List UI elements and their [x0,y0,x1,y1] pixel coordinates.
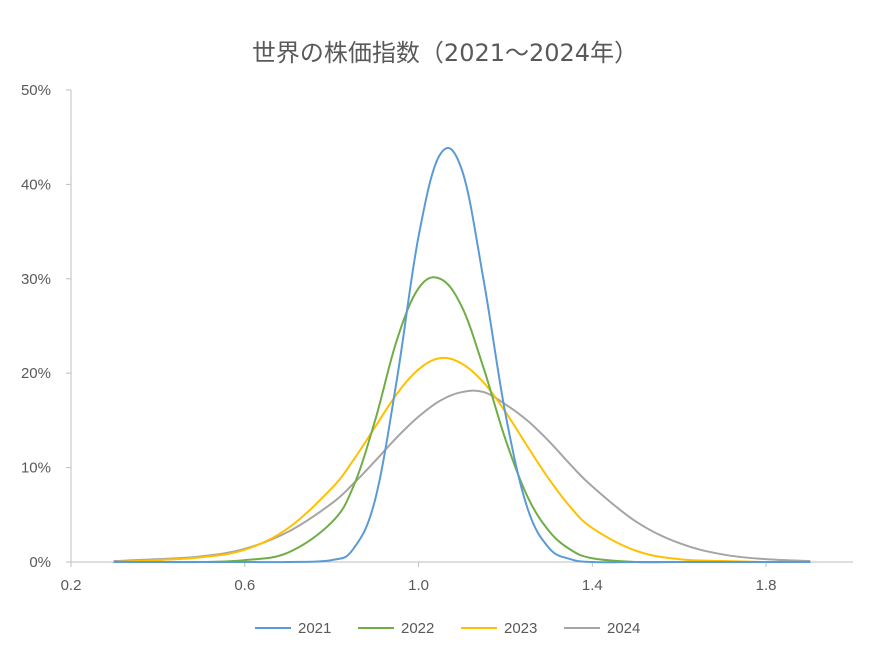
x-tick-label: 1.4 [582,577,603,594]
series-line-2022 [113,276,811,564]
series-lines [113,147,811,564]
legend-label-2022: 2022 [401,620,434,637]
y-tick-label: 40% [21,176,51,193]
x-tick-label: 1.0 [408,577,429,594]
x-tick-label: 0.6 [234,577,255,594]
axes: 0% 10% 20% 30% 40% 50% 0.2 0.6 1.0 1.4 1.8 [21,82,853,594]
y-tick-label: 10% [21,460,51,477]
series-line-2021 [113,147,811,564]
legend-label-2023: 2023 [504,620,537,637]
chart-title: 世界の株価指数（2021〜2024年） [252,39,638,67]
x-tick-label: 0.2 [61,577,82,594]
legend-label-2024: 2024 [607,620,640,637]
series-line-2023 [113,356,811,564]
y-tick-label: 20% [21,365,51,382]
y-tick-label: 30% [21,271,51,288]
legend: 2021 2022 2023 2024 [255,620,640,637]
series-line-2024 [113,389,811,563]
x-tick-label: 1.8 [756,577,777,594]
y-tick-label: 50% [21,82,51,99]
legend-label-2021: 2021 [298,620,331,637]
y-tick-label: 0% [29,554,51,571]
